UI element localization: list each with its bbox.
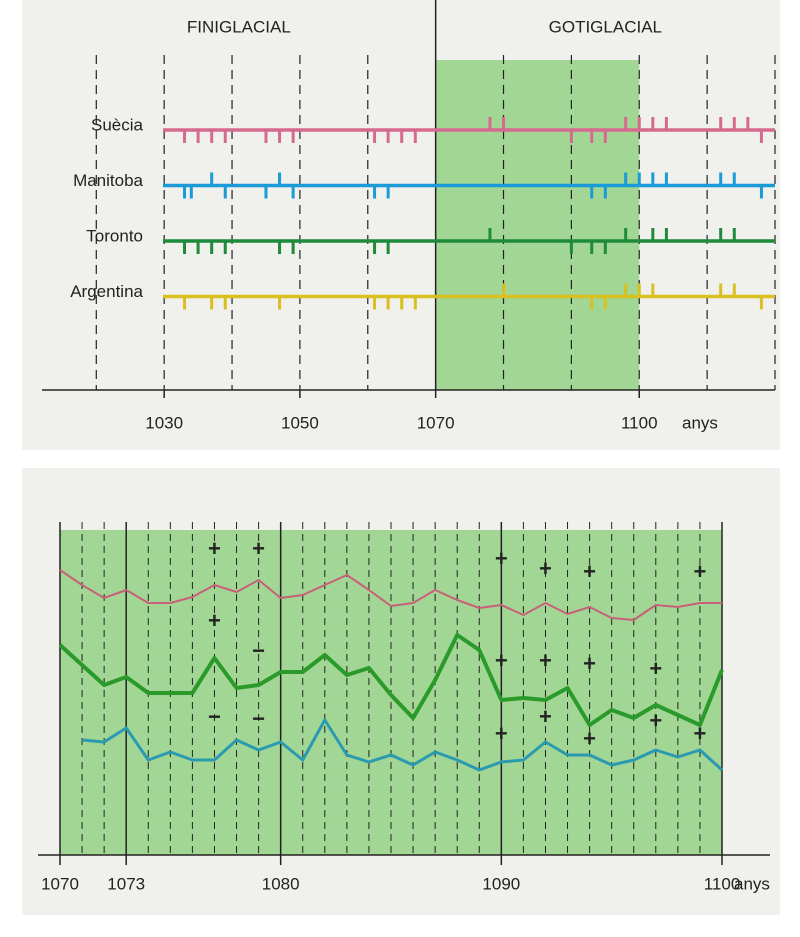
annotation: − — [208, 704, 221, 729]
annotation: + — [539, 556, 552, 581]
x-axis-label: anys — [682, 413, 718, 432]
annotation: + — [583, 559, 596, 584]
x-tick-label: 1073 — [107, 874, 145, 893]
series-line — [81, 718, 724, 772]
shaded-period — [435, 60, 640, 390]
annotation: + — [495, 546, 508, 571]
annotation: + — [583, 651, 596, 676]
annotation: + — [649, 708, 662, 733]
annotation: + — [649, 656, 662, 681]
annotation: + — [583, 726, 596, 751]
annotation: + — [539, 648, 552, 673]
series-label: Suècia — [91, 115, 144, 134]
annotation: + — [252, 536, 265, 561]
series-label: Argentina — [70, 282, 143, 301]
annotation: + — [694, 559, 707, 584]
series-label: Manitoba — [73, 171, 143, 190]
x-tick-label: 1080 — [262, 874, 300, 893]
annotation: + — [539, 704, 552, 729]
x-axis-label: anys — [734, 874, 770, 893]
annotation: + — [694, 721, 707, 746]
annotation: − — [252, 638, 265, 663]
x-tick-label: 1100 — [704, 874, 741, 893]
annotation: + — [208, 608, 221, 633]
x-tick-label: 1070 — [417, 413, 455, 432]
top-panel — [22, 0, 780, 450]
period-label: GOTIGLACIAL — [549, 17, 662, 36]
x-tick-label: 1030 — [145, 413, 183, 432]
annotation: + — [495, 648, 508, 673]
x-tick-label: 1090 — [482, 874, 520, 893]
series-line — [58, 633, 724, 727]
x-tick-label: 1070 — [41, 874, 79, 893]
annotation: + — [208, 536, 221, 561]
period-label: FINIGLACIAL — [187, 17, 291, 36]
annotation: − — [252, 706, 265, 731]
x-tick-label: 1050 — [281, 413, 319, 432]
annotation: + — [495, 721, 508, 746]
series-line — [59, 569, 722, 621]
x-tick-label: 1100 — [621, 413, 658, 432]
series-label: Toronto — [86, 226, 143, 245]
